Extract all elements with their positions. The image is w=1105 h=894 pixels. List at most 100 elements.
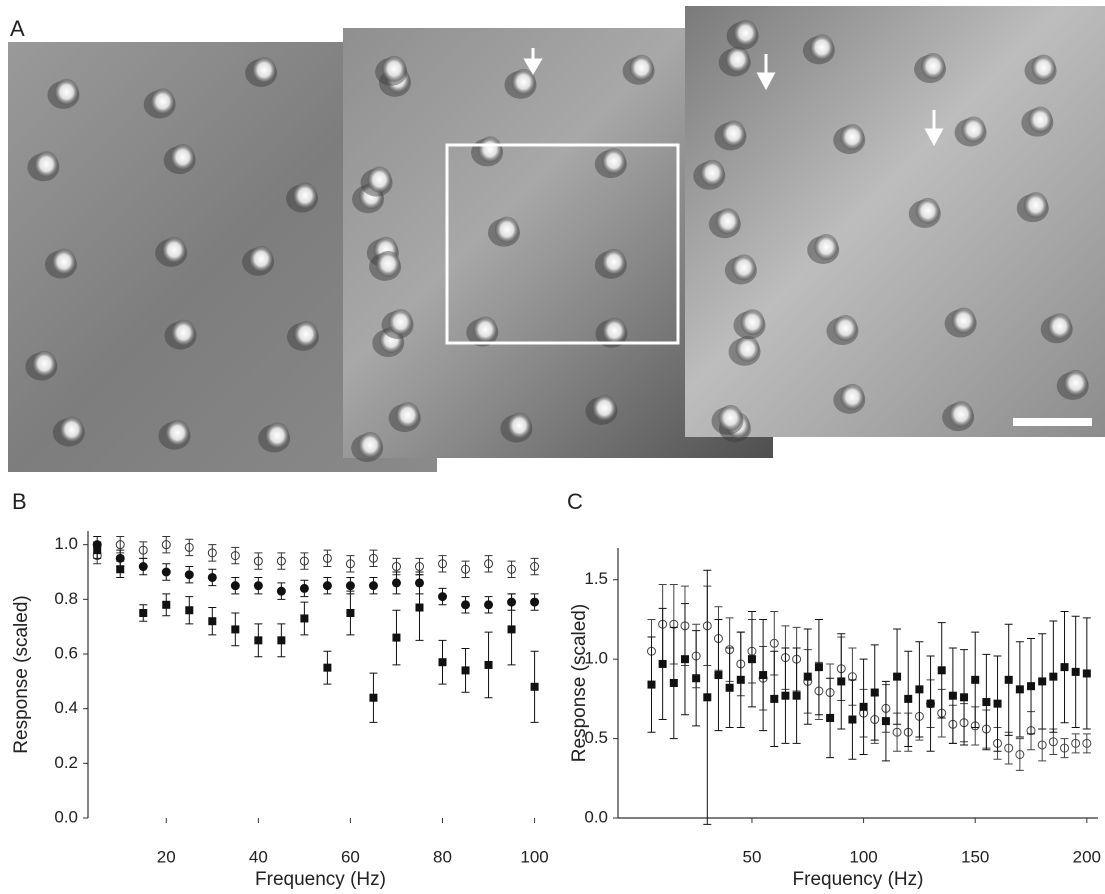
cell bbox=[32, 350, 57, 377]
marker bbox=[391, 562, 401, 572]
marker bbox=[184, 570, 194, 580]
cell bbox=[293, 320, 318, 347]
x-tick-label: 100 bbox=[849, 847, 877, 866]
error-bar bbox=[1060, 738, 1069, 759]
y-tick-label: 1.0 bbox=[584, 649, 608, 668]
error-bar bbox=[162, 535, 171, 554]
cell bbox=[809, 34, 834, 61]
marker bbox=[759, 671, 768, 680]
cell bbox=[601, 148, 626, 175]
error-bar bbox=[1004, 731, 1013, 765]
error-bar bbox=[369, 549, 378, 568]
x-tick-label: 20 bbox=[157, 847, 176, 866]
marker bbox=[993, 699, 1002, 708]
marker bbox=[368, 553, 378, 563]
cell bbox=[367, 166, 392, 193]
marker bbox=[185, 606, 194, 615]
cell bbox=[150, 88, 175, 115]
x-tick-label: 60 bbox=[341, 847, 360, 866]
marker bbox=[368, 581, 378, 591]
x-tick-label: 50 bbox=[742, 847, 761, 866]
marker bbox=[414, 562, 424, 572]
error-bar bbox=[461, 560, 470, 578]
y-tick-label: 0.2 bbox=[54, 753, 78, 772]
marker bbox=[507, 564, 517, 574]
micrograph bbox=[8, 6, 1105, 472]
cell bbox=[833, 315, 858, 342]
cell bbox=[54, 78, 79, 105]
error-bar bbox=[323, 549, 332, 568]
marker bbox=[438, 592, 448, 602]
marker bbox=[438, 559, 448, 569]
marker bbox=[1049, 672, 1058, 681]
marker bbox=[859, 702, 868, 711]
marker bbox=[1082, 669, 1091, 678]
marker bbox=[322, 553, 332, 563]
x-tick-label: 40 bbox=[249, 847, 268, 866]
marker bbox=[116, 565, 125, 574]
marker bbox=[725, 683, 734, 692]
cell bbox=[265, 422, 290, 449]
error-bar bbox=[1082, 733, 1091, 754]
marker bbox=[658, 659, 667, 668]
marker bbox=[1048, 737, 1058, 747]
marker bbox=[369, 693, 378, 702]
cell bbox=[494, 216, 519, 243]
error-bar bbox=[254, 552, 263, 570]
marker bbox=[692, 674, 701, 683]
marker bbox=[837, 677, 846, 686]
cell bbox=[700, 159, 725, 186]
marker bbox=[1060, 663, 1069, 672]
cell bbox=[735, 335, 760, 362]
error-bar bbox=[185, 538, 194, 557]
error-bar bbox=[1071, 733, 1080, 754]
error-bar bbox=[1038, 728, 1047, 762]
marker bbox=[1038, 677, 1047, 686]
marker bbox=[870, 688, 879, 697]
cell bbox=[601, 248, 626, 275]
cell bbox=[162, 236, 187, 263]
marker bbox=[982, 698, 991, 707]
error-bar bbox=[438, 555, 447, 573]
x-tick-label: 100 bbox=[520, 847, 548, 866]
cell bbox=[170, 144, 195, 171]
cell bbox=[252, 56, 277, 83]
x-tick-label: 200 bbox=[1073, 847, 1101, 866]
cell bbox=[165, 419, 190, 446]
marker bbox=[781, 691, 790, 700]
marker bbox=[848, 715, 857, 724]
cell bbox=[1031, 54, 1056, 81]
cell bbox=[915, 197, 940, 224]
marker bbox=[714, 671, 723, 680]
marker bbox=[1071, 738, 1081, 748]
marker bbox=[915, 685, 924, 694]
marker bbox=[971, 675, 980, 684]
cell bbox=[840, 124, 865, 151]
error-bar bbox=[507, 560, 516, 578]
marker bbox=[669, 679, 678, 687]
cell bbox=[507, 412, 532, 439]
y-tick-label: 0.8 bbox=[54, 589, 78, 608]
marker bbox=[299, 583, 309, 593]
marker bbox=[881, 717, 890, 726]
y-tick-label: 0.0 bbox=[54, 807, 78, 826]
cell bbox=[921, 53, 946, 80]
marker bbox=[300, 614, 309, 623]
marker bbox=[391, 578, 401, 588]
marker bbox=[322, 581, 332, 591]
cell bbox=[733, 19, 758, 46]
marker bbox=[1060, 743, 1070, 753]
marker bbox=[703, 693, 712, 702]
marker bbox=[1015, 749, 1025, 759]
cell bbox=[721, 120, 746, 147]
y-tick-label: 0.6 bbox=[54, 643, 78, 662]
marker bbox=[530, 597, 540, 607]
marker bbox=[276, 586, 286, 596]
marker bbox=[207, 548, 217, 558]
cell bbox=[629, 54, 654, 81]
arrows bbox=[523, 48, 944, 147]
marker bbox=[530, 682, 539, 691]
panel-label: B bbox=[12, 489, 27, 514]
marker bbox=[161, 567, 171, 577]
